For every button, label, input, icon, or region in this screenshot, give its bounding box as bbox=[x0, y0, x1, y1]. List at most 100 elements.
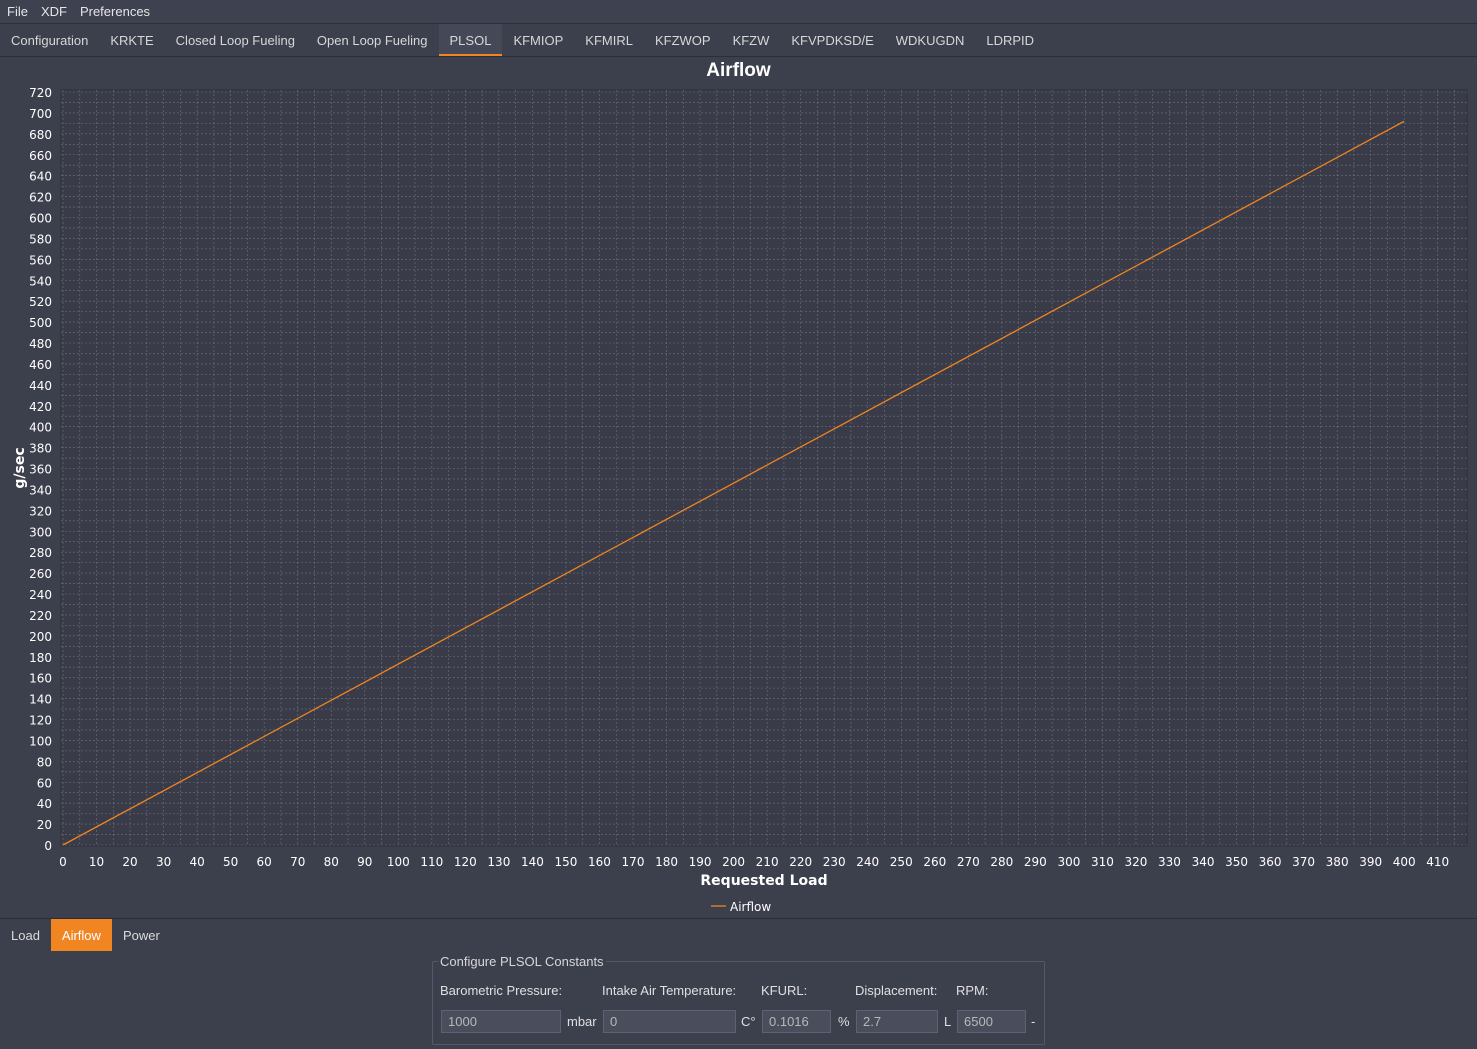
x-tick-label: 320 bbox=[1125, 855, 1148, 869]
y-tick-label: 0 bbox=[44, 839, 52, 853]
y-tick-label: 500 bbox=[29, 316, 52, 330]
y-tick-label: 320 bbox=[29, 504, 52, 518]
x-tick-label: 270 bbox=[957, 855, 980, 869]
x-tick-label: 240 bbox=[856, 855, 879, 869]
kfurl-unit: % bbox=[838, 1014, 850, 1029]
x-tick-label: 170 bbox=[622, 855, 645, 869]
x-tick-label: 260 bbox=[923, 855, 946, 869]
x-tick-label: 150 bbox=[554, 855, 577, 869]
y-tick-label: 200 bbox=[29, 630, 52, 644]
tab-krkte[interactable]: KRKTE bbox=[110, 32, 154, 48]
intake-air-temperature-input[interactable] bbox=[603, 1010, 736, 1033]
tab-plsol[interactable]: PLSOL bbox=[438, 24, 503, 56]
x-tick-label: 340 bbox=[1192, 855, 1215, 869]
legend-label-airflow: Airflow bbox=[730, 900, 771, 914]
menu-preferences[interactable]: Preferences bbox=[79, 4, 151, 19]
tab-kfmiop[interactable]: KFMIOP bbox=[513, 32, 564, 48]
tab-kfzwop[interactable]: KFZWOP bbox=[654, 32, 711, 48]
x-tick-label: 140 bbox=[521, 855, 544, 869]
kfurl-label: KFURL: bbox=[761, 983, 808, 998]
series-layer bbox=[62, 120, 1405, 846]
x-tick-label: 110 bbox=[420, 855, 443, 869]
y-tick-label: 100 bbox=[29, 734, 52, 748]
tab-wdkugdn[interactable]: WDKUGDN bbox=[895, 32, 965, 48]
rpm-input[interactable] bbox=[957, 1010, 1026, 1033]
x-tick-label: 220 bbox=[789, 855, 812, 869]
x-tick-label: 280 bbox=[990, 855, 1013, 869]
x-tick-label: 10 bbox=[89, 855, 104, 869]
x-tick-label: 410 bbox=[1426, 855, 1449, 869]
y-tick-label: 400 bbox=[29, 421, 52, 435]
x-tick-label: 310 bbox=[1091, 855, 1114, 869]
x-tick-label: 80 bbox=[324, 855, 339, 869]
y-tick-label: 460 bbox=[29, 358, 52, 372]
grid-lines bbox=[61, 90, 1467, 846]
x-axis-label: Requested Load bbox=[700, 873, 827, 889]
constants-group-title: Configure PLSOL Constants bbox=[438, 954, 606, 969]
y-axis-ticks: 0 20 40 60 80 100 120 140 160 180 200 220 240 260 280 3… bbox=[29, 86, 52, 853]
y-tick-label: 260 bbox=[29, 567, 52, 581]
x-tick-label: 230 bbox=[823, 855, 846, 869]
tab-power[interactable]: Power bbox=[122, 927, 160, 943]
constants-group bbox=[432, 961, 1045, 1045]
y-tick-label: 620 bbox=[29, 191, 52, 205]
x-tick-label: 400 bbox=[1393, 855, 1416, 869]
y-tick-label: 40 bbox=[37, 797, 52, 811]
x-tick-label: 250 bbox=[890, 855, 913, 869]
kfurl-input[interactable] bbox=[762, 1010, 831, 1033]
x-tick-label: 90 bbox=[357, 855, 372, 869]
y-tick-label: 660 bbox=[29, 149, 52, 163]
x-tick-label: 20 bbox=[122, 855, 137, 869]
y-tick-label: 300 bbox=[29, 525, 52, 539]
intake-air-temperature-unit: C° bbox=[741, 1014, 756, 1029]
menu-file[interactable]: File bbox=[7, 4, 28, 19]
x-tick-label: 100 bbox=[387, 855, 410, 869]
chart-canvas: 0 10 20 30 40 50 60 70 80 90 100 110 120 130 140 150 160… bbox=[12, 86, 1468, 914]
x-tick-label: 30 bbox=[156, 855, 171, 869]
chart-tab-bar: Load Airflow Power bbox=[0, 918, 1477, 951]
rpm-unit: - bbox=[1031, 1014, 1036, 1029]
x-tick-label: 330 bbox=[1158, 855, 1181, 869]
y-tick-label: 60 bbox=[37, 776, 52, 790]
x-tick-label: 0 bbox=[59, 855, 67, 869]
rpm-label: RPM: bbox=[956, 983, 989, 998]
intake-air-temperature-label: Intake Air Temperature: bbox=[602, 983, 737, 998]
y-tick-label: 680 bbox=[29, 128, 52, 142]
y-tick-label: 120 bbox=[29, 714, 52, 728]
tab-load[interactable]: Load bbox=[11, 927, 40, 943]
displacement-label: Displacement: bbox=[855, 983, 938, 998]
y-tick-label: 180 bbox=[29, 651, 52, 665]
y-tick-label: 520 bbox=[29, 295, 52, 309]
displacement-input[interactable] bbox=[856, 1010, 938, 1033]
barometric-pressure-label: Barometric Pressure: bbox=[440, 983, 563, 998]
y-tick-label: 20 bbox=[37, 818, 52, 832]
x-tick-label: 290 bbox=[1024, 855, 1047, 869]
tab-open-loop-fueling[interactable]: Open Loop Fueling bbox=[316, 32, 428, 48]
tab-ldrpid[interactable]: LDRPID bbox=[986, 32, 1035, 48]
barometric-pressure-input[interactable] bbox=[441, 1010, 561, 1033]
x-tick-label: 50 bbox=[223, 855, 238, 869]
tab-kfvpdksd[interactable]: KFVPDKSD/E bbox=[791, 32, 874, 48]
x-tick-label: 360 bbox=[1259, 855, 1282, 869]
y-tick-label: 640 bbox=[29, 170, 52, 184]
x-tick-label: 210 bbox=[756, 855, 779, 869]
y-tick-label: 580 bbox=[29, 232, 52, 246]
x-tick-label: 70 bbox=[290, 855, 305, 869]
y-tick-label: 140 bbox=[29, 693, 52, 707]
x-tick-label: 350 bbox=[1225, 855, 1248, 869]
tab-airflow[interactable]: Airflow bbox=[50, 919, 112, 951]
x-tick-label: 160 bbox=[588, 855, 611, 869]
x-tick-label: 390 bbox=[1359, 855, 1382, 869]
menu-xdf[interactable]: XDF bbox=[40, 4, 67, 19]
tab-configuration[interactable]: Configuration bbox=[11, 32, 89, 48]
tab-closed-loop-fueling[interactable]: Closed Loop Fueling bbox=[175, 32, 295, 48]
y-tick-label: 600 bbox=[29, 212, 52, 226]
tab-kfzw[interactable]: KFZW bbox=[732, 32, 770, 48]
y-tick-label: 700 bbox=[29, 107, 52, 121]
x-tick-label: 60 bbox=[257, 855, 272, 869]
tab-kfmirl[interactable]: KFMIRL bbox=[585, 32, 633, 48]
y-tick-label: 440 bbox=[29, 379, 52, 393]
y-tick-label: 540 bbox=[29, 274, 52, 288]
airflow-chart: 0 10 20 30 40 50 60 70 80 90 100 110 120 130 140 150 160… bbox=[0, 57, 1477, 917]
x-tick-label: 370 bbox=[1292, 855, 1315, 869]
